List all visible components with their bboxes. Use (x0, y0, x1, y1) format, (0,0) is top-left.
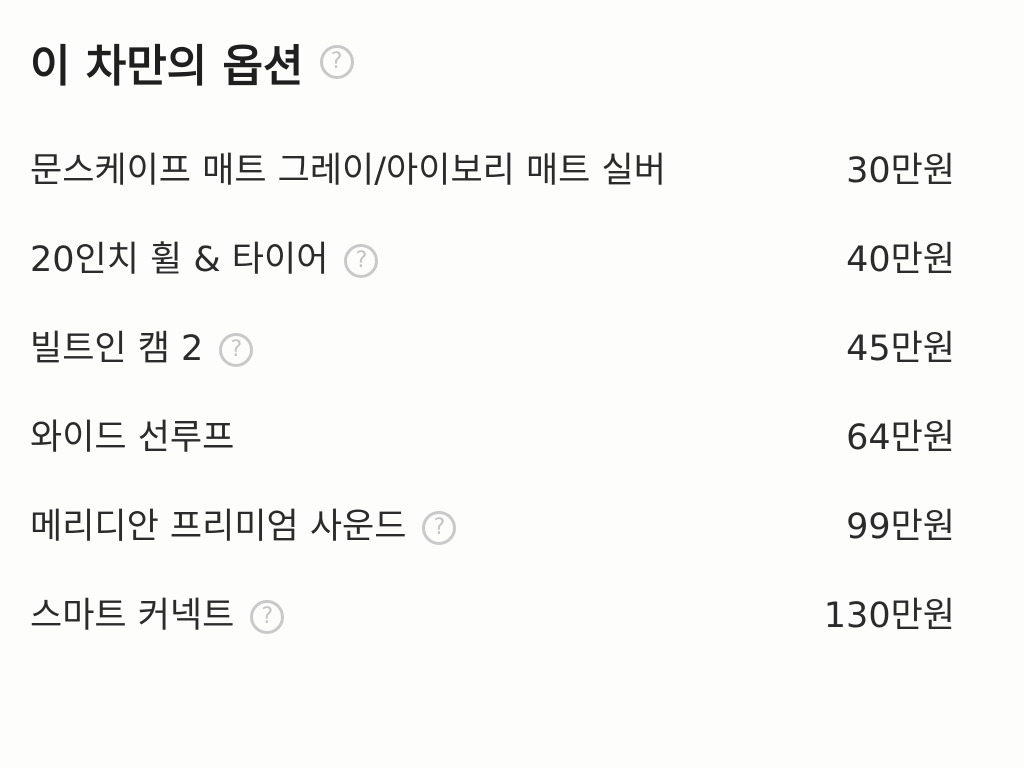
option-label: 스마트 커넥트? (30, 586, 285, 647)
option-price: 45만원 (846, 329, 955, 369)
option-name: 빌트인 캠 2 (30, 329, 204, 369)
option-name: 메리디안 프리미엄 사운드 (30, 507, 407, 547)
option-label: 빌트인 캠 2? (30, 319, 254, 380)
option-name: 스마트 커넥트 (30, 596, 235, 636)
option-price: 40만원 (846, 240, 955, 280)
option-price: 99만원 (846, 507, 955, 547)
option-row: 와이드 선루프 64만원 (30, 408, 955, 469)
option-price: 64만원 (846, 418, 955, 458)
question-circle-icon[interactable]: ? (319, 45, 354, 79)
option-label: 문스케이프 매트 그레이/아이보리 매트 실버 (30, 141, 666, 202)
section-title: 이 차만의 옵션 ? (30, 34, 354, 92)
option-name: 문스케이프 매트 그레이/아이보리 매트 실버 (30, 151, 666, 191)
option-label: 와이드 선루프 (30, 408, 234, 469)
option-name: 20인치 휠 & 타이어 (30, 240, 329, 280)
option-row: 20인치 휠 & 타이어? 40만원 (30, 230, 955, 291)
option-label: 메리디안 프리미엄 사운드? (30, 497, 457, 558)
section-title-text: 이 차만의 옵션 (30, 41, 304, 92)
option-price: 130만원 (823, 596, 955, 636)
option-row: 빌트인 캠 2? 45만원 (30, 319, 955, 380)
question-circle-icon[interactable]: ? (219, 332, 254, 367)
options-list: 문스케이프 매트 그레이/아이보리 매트 실버 30만원 20인치 휠 & 타이어?… (30, 141, 955, 675)
option-row: 스마트 커넥트? 130만원 (30, 586, 955, 647)
option-row: 메리디안 프리미엄 사운드? 99만원 (30, 497, 955, 558)
question-circle-icon[interactable]: ? (250, 599, 285, 634)
option-price: 30만원 (846, 151, 955, 191)
question-circle-icon[interactable]: ? (344, 243, 379, 278)
option-label: 20인치 휠 & 타이어? (30, 230, 379, 291)
option-row: 문스케이프 매트 그레이/아이보리 매트 실버 30만원 (30, 141, 955, 202)
question-circle-icon[interactable]: ? (422, 510, 457, 545)
option-name: 와이드 선루프 (30, 418, 235, 458)
